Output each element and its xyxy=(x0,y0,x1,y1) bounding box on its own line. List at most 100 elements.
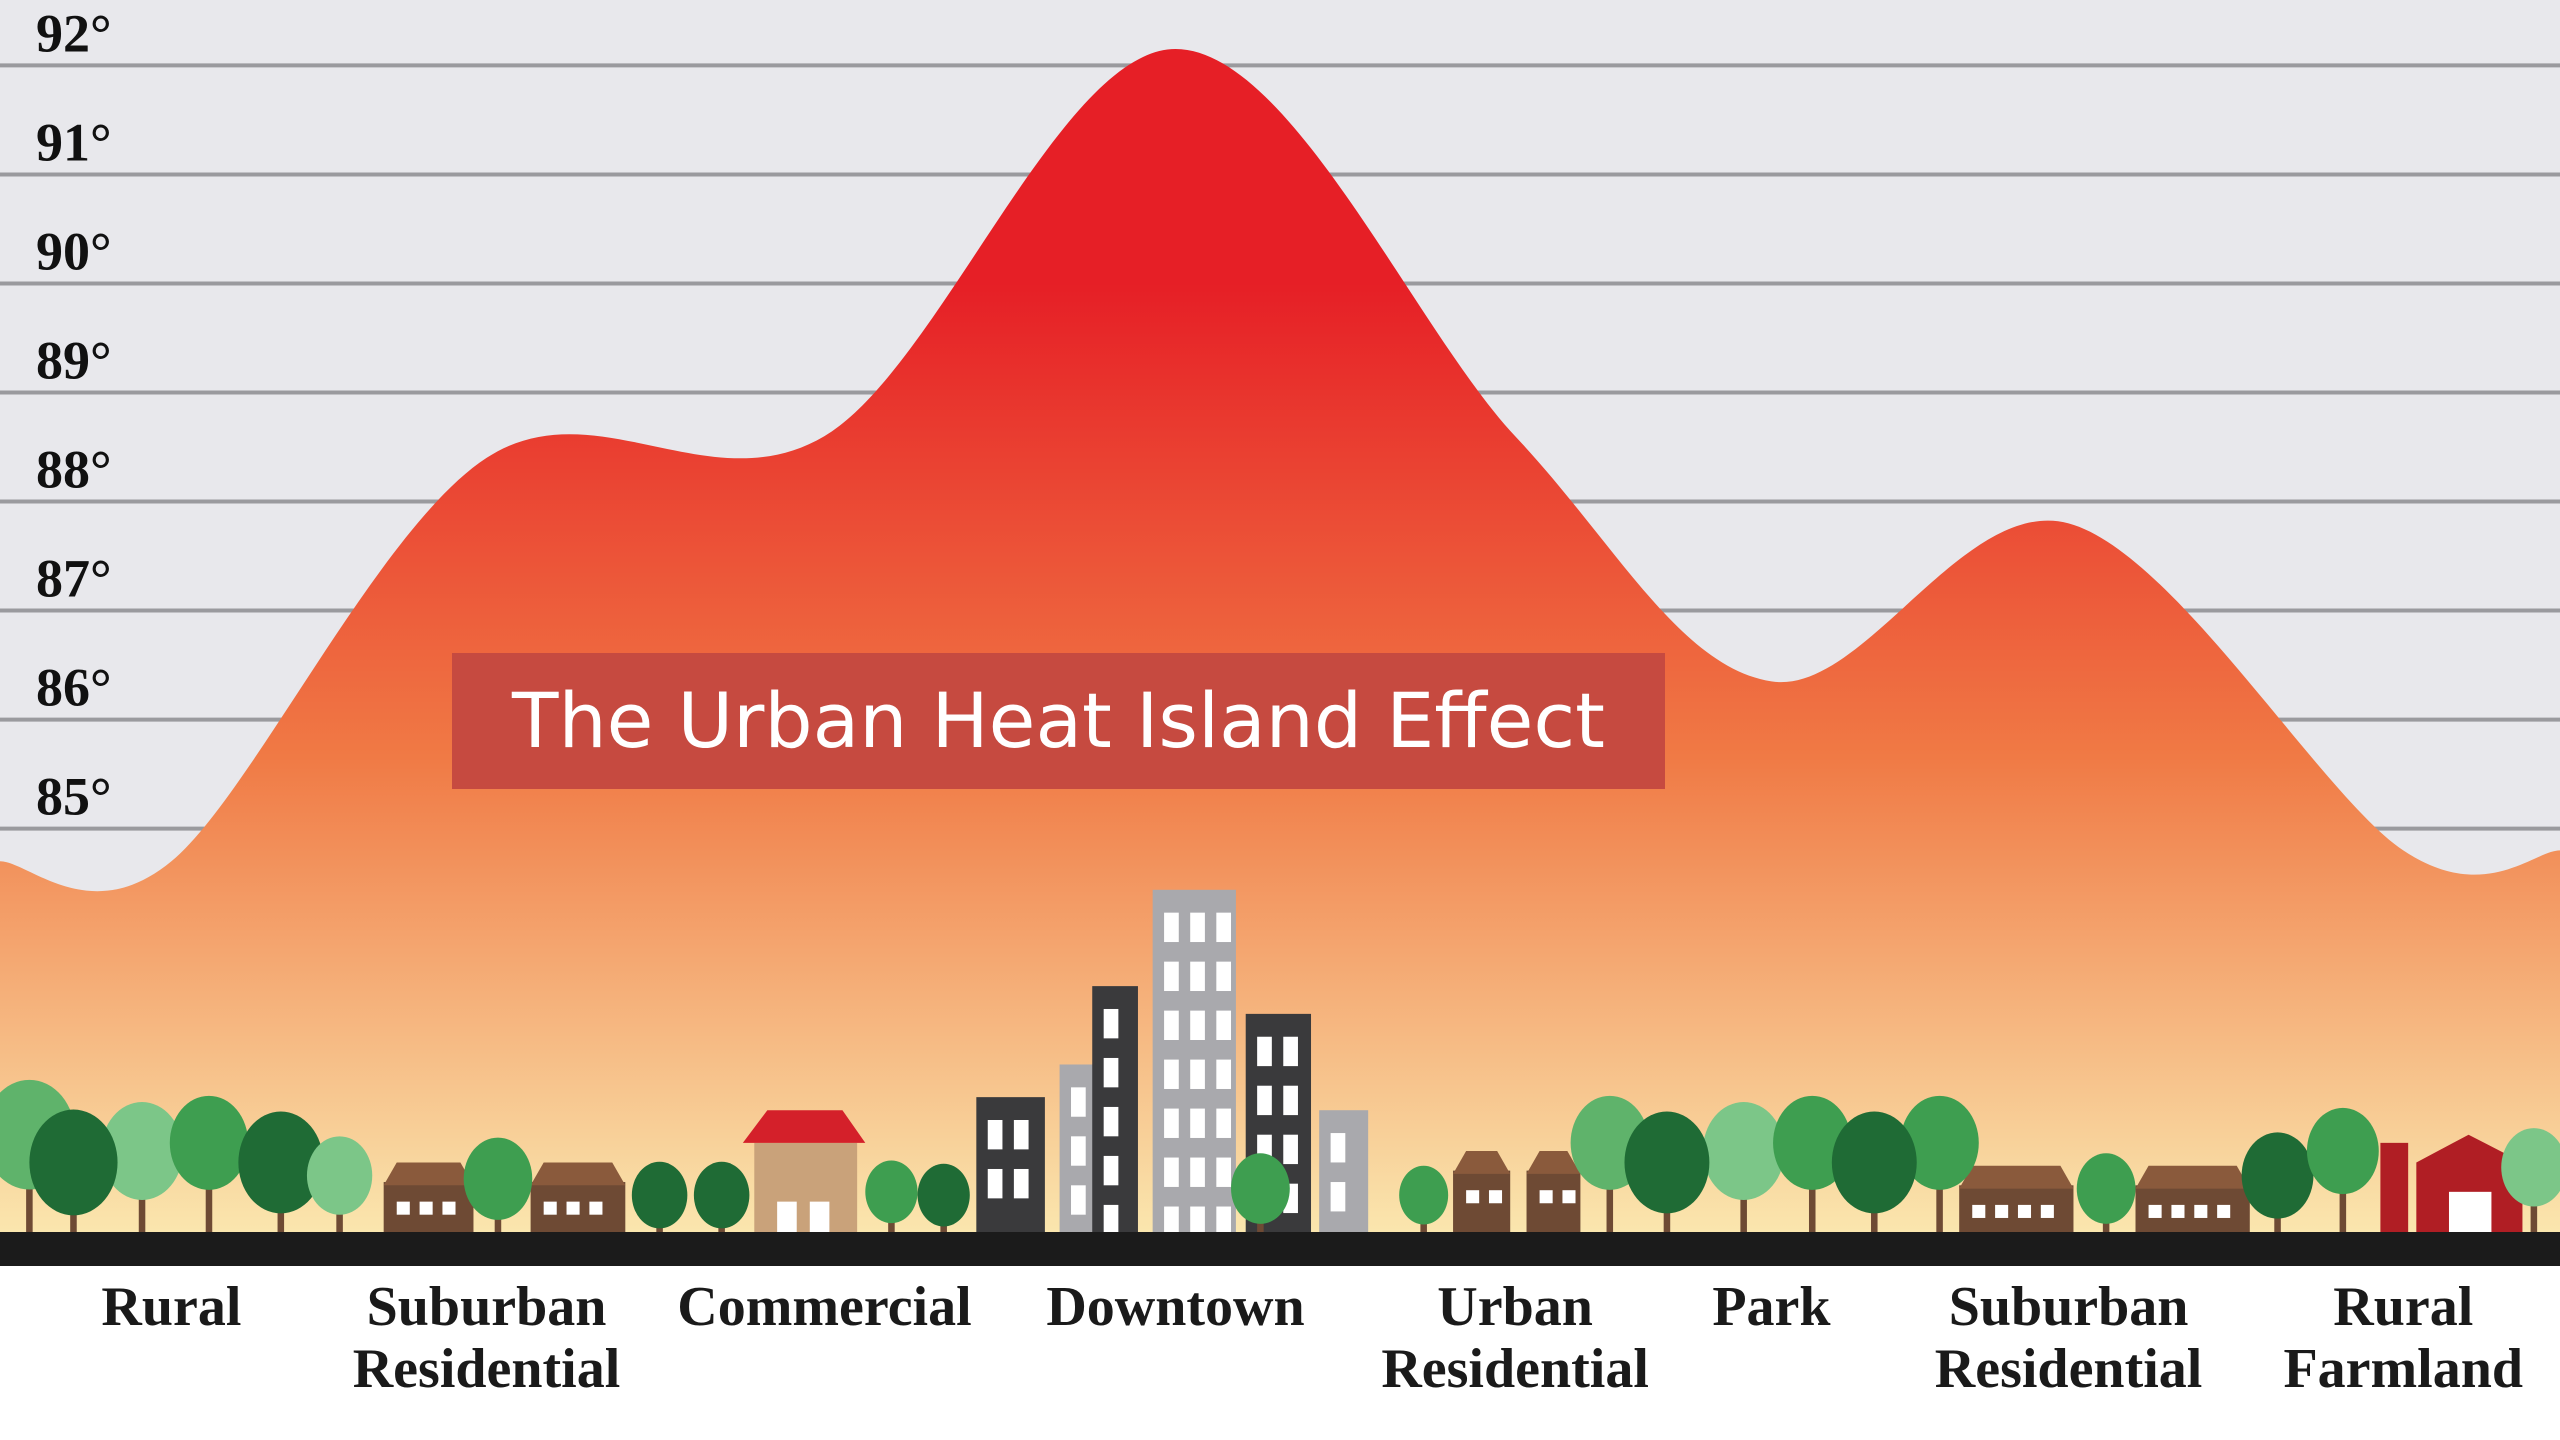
silo xyxy=(2380,1142,2409,1233)
window xyxy=(1257,1085,1272,1116)
y-tick-label: 89° xyxy=(36,330,112,390)
window xyxy=(1190,961,1205,992)
window xyxy=(1164,1206,1179,1236)
window xyxy=(1190,1206,1205,1236)
window xyxy=(1330,1182,1346,1212)
building xyxy=(1319,1110,1369,1233)
window xyxy=(1190,1157,1205,1187)
window xyxy=(1283,1085,1298,1116)
x-tick-label: Park xyxy=(1712,1276,1831,1338)
tree xyxy=(631,1161,688,1229)
barn-door xyxy=(2448,1191,2492,1233)
house-roof xyxy=(1526,1151,1581,1174)
tree xyxy=(865,1160,918,1224)
window xyxy=(396,1201,410,1215)
window xyxy=(1164,1157,1179,1187)
tree xyxy=(1831,1111,1917,1214)
window xyxy=(1330,1133,1346,1163)
window xyxy=(1190,1059,1205,1089)
tree xyxy=(238,1111,324,1214)
window xyxy=(1013,1120,1029,1150)
tree xyxy=(693,1161,750,1229)
tree xyxy=(101,1102,183,1200)
window xyxy=(2171,1204,2185,1218)
tree xyxy=(1702,1102,1785,1200)
tree xyxy=(2076,1153,2136,1224)
y-tick-label: 90° xyxy=(36,221,112,281)
tree xyxy=(1624,1111,1710,1214)
window xyxy=(1488,1190,1503,1204)
window xyxy=(1216,1059,1232,1089)
window xyxy=(1164,1010,1179,1040)
window xyxy=(1216,1108,1232,1138)
window xyxy=(1103,1057,1119,1088)
tree xyxy=(29,1109,118,1216)
door xyxy=(777,1201,797,1233)
window xyxy=(1283,1134,1298,1165)
x-tick-label: Commercial xyxy=(677,1276,972,1338)
chart-title: The Urban Heat Island Effect xyxy=(452,653,1665,789)
window xyxy=(1216,1157,1232,1187)
x-tick-label: Downtown xyxy=(1046,1276,1305,1338)
window xyxy=(2040,1204,2054,1218)
window xyxy=(1995,1204,2009,1218)
window xyxy=(419,1201,433,1215)
window xyxy=(1190,1010,1205,1040)
window xyxy=(589,1201,603,1215)
window xyxy=(1103,1008,1119,1039)
window xyxy=(2017,1204,2032,1218)
y-tick-label: 92° xyxy=(36,3,112,63)
window xyxy=(1164,1108,1179,1138)
tree xyxy=(306,1136,373,1215)
tree xyxy=(169,1095,249,1190)
shop-roof xyxy=(742,1110,866,1143)
window xyxy=(1103,1106,1119,1137)
window xyxy=(987,1168,1003,1199)
window xyxy=(1103,1204,1119,1235)
house-roof xyxy=(2135,1165,2250,1189)
window xyxy=(987,1120,1003,1150)
window xyxy=(1562,1190,1576,1204)
window xyxy=(1164,961,1179,992)
window xyxy=(442,1201,456,1215)
tree xyxy=(463,1137,533,1220)
window xyxy=(1257,1036,1272,1067)
y-tick-label: 87° xyxy=(36,549,112,609)
tree xyxy=(2241,1132,2314,1219)
x-tick-label: Urban Residential xyxy=(1381,1276,1649,1400)
window xyxy=(1190,912,1205,943)
window xyxy=(1013,1168,1029,1199)
window xyxy=(1216,1206,1232,1236)
window xyxy=(2194,1204,2208,1218)
window xyxy=(543,1201,557,1215)
tree xyxy=(917,1163,970,1227)
window xyxy=(1972,1204,1986,1218)
tree xyxy=(1773,1095,1852,1190)
house-roof xyxy=(530,1162,626,1186)
window xyxy=(1216,912,1232,943)
x-tick-label: Suburban Residential xyxy=(352,1276,621,1400)
window xyxy=(1164,912,1179,943)
tree xyxy=(1900,1095,1979,1190)
window xyxy=(2217,1204,2231,1218)
tree xyxy=(2306,1107,2379,1195)
window xyxy=(1539,1190,1553,1204)
window xyxy=(1164,1059,1179,1089)
door xyxy=(809,1201,830,1233)
barn xyxy=(2416,1134,2523,1233)
x-tick-label: Rural xyxy=(101,1276,242,1338)
tree xyxy=(2501,1128,2560,1207)
ground xyxy=(0,1232,2560,1266)
shop xyxy=(754,1142,858,1233)
window xyxy=(1216,961,1232,992)
house-roof xyxy=(1959,1165,2074,1189)
window xyxy=(1071,1136,1086,1166)
y-tick-label: 88° xyxy=(36,440,112,500)
window xyxy=(1283,1036,1298,1067)
x-tick-label: Suburban Residential xyxy=(1934,1276,2203,1400)
house-roof xyxy=(1453,1151,1511,1174)
y-tick-label: 86° xyxy=(36,658,112,718)
window xyxy=(1071,1087,1086,1117)
